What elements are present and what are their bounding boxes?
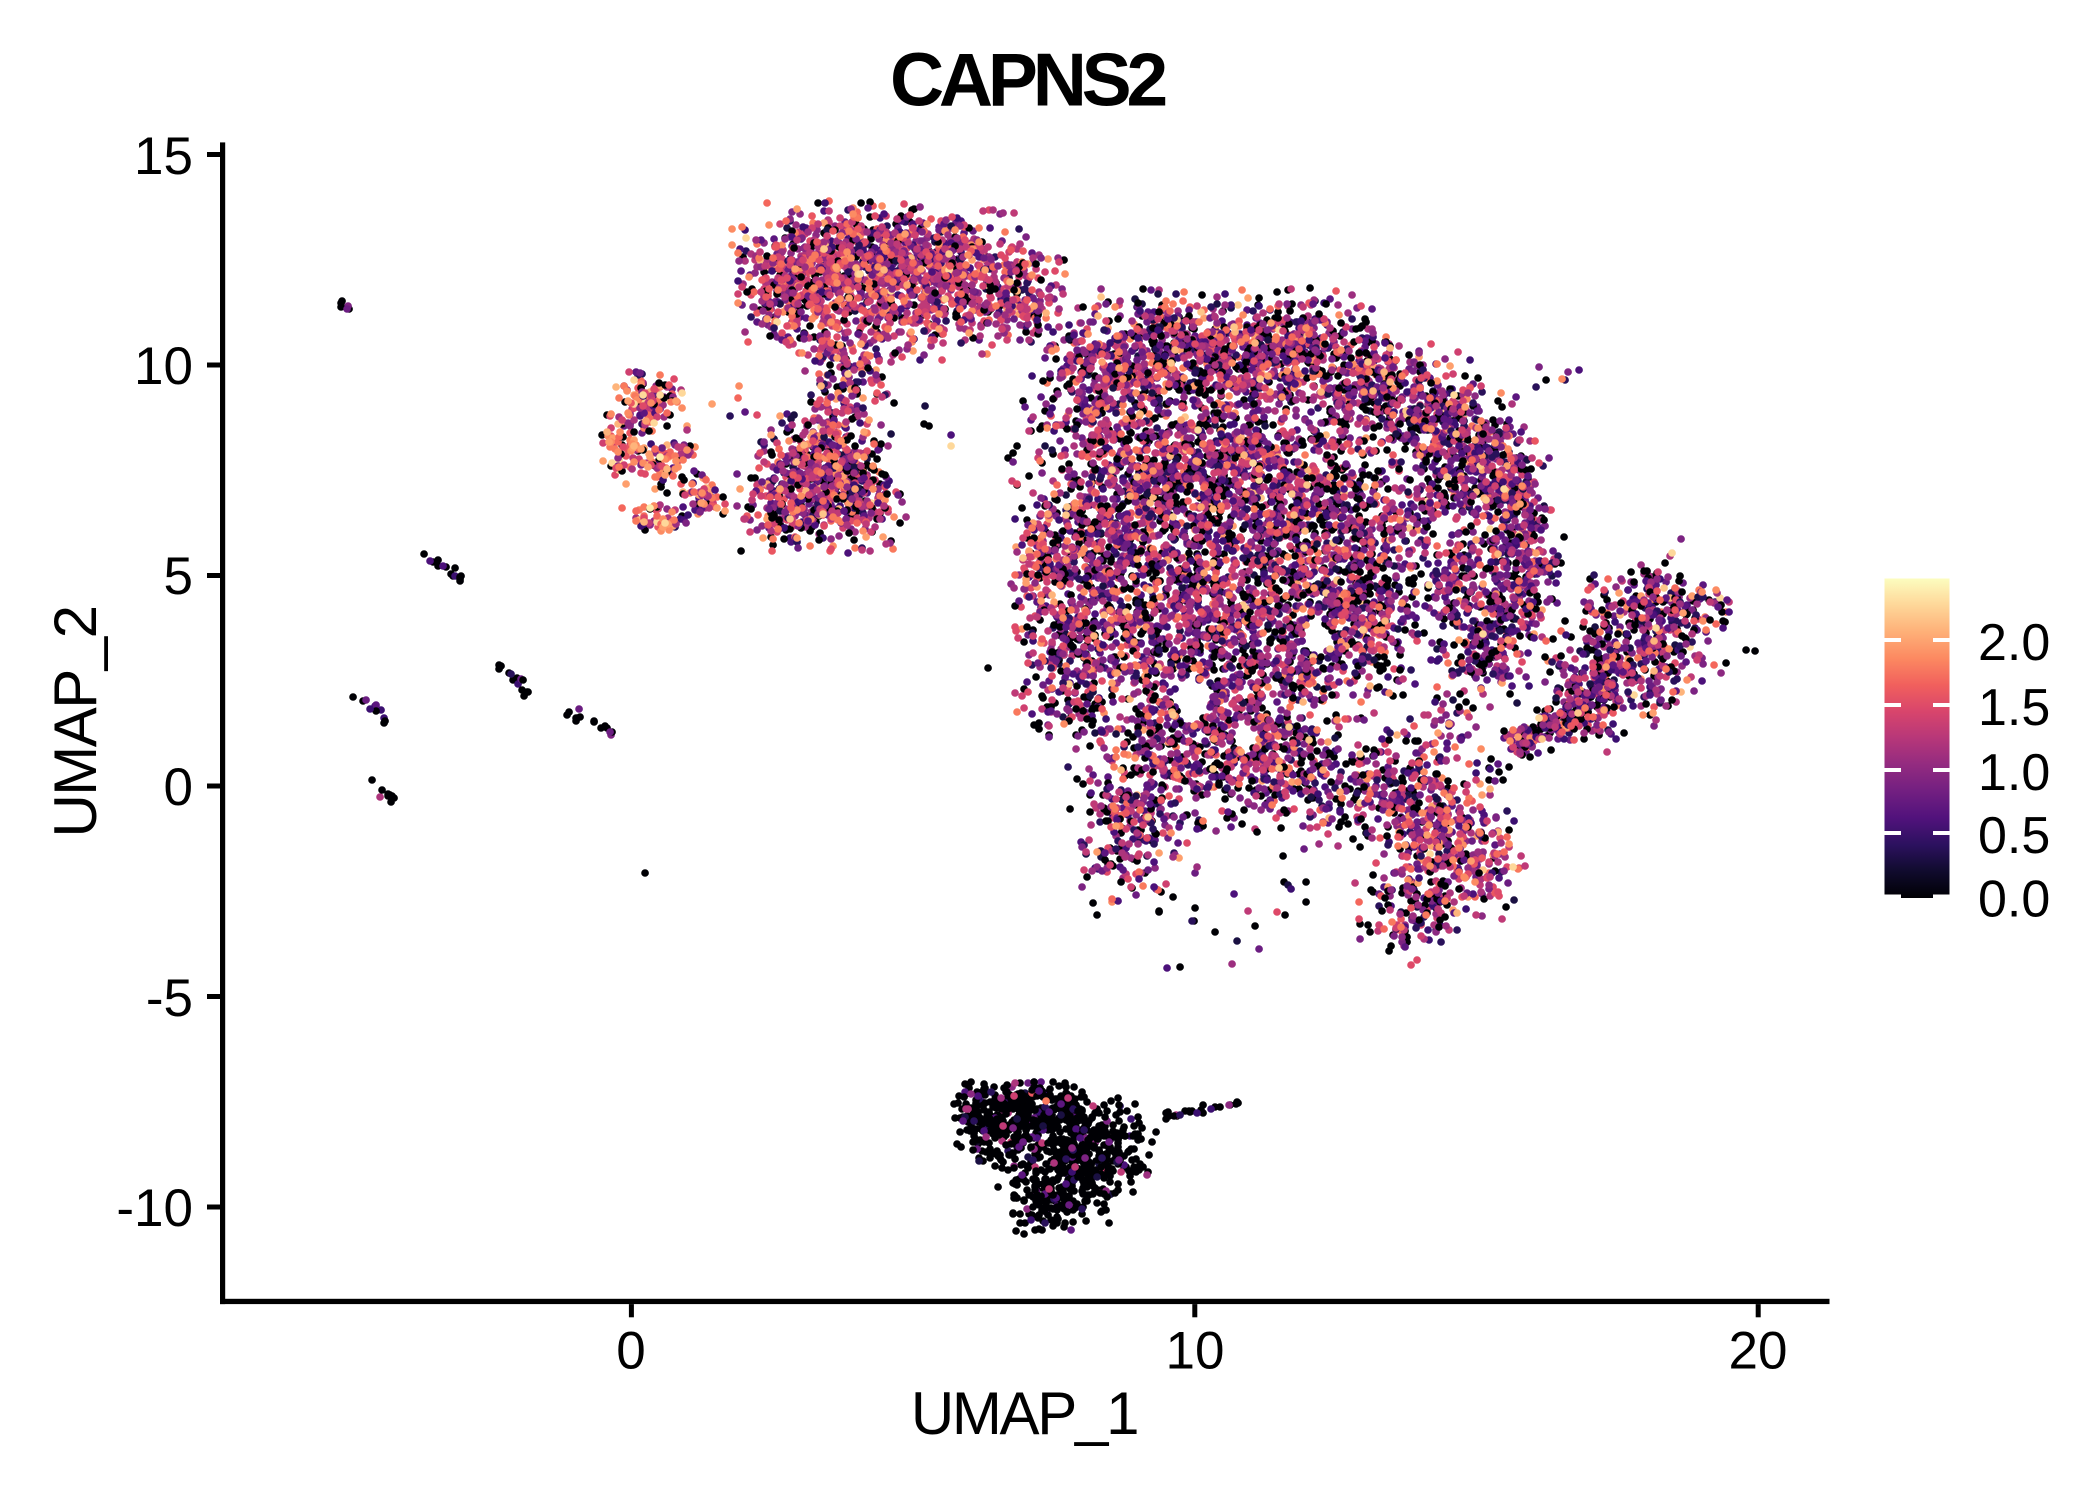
svg-text:1.0: 1.0 [1978,744,2050,802]
svg-text:CAPNS2: CAPNS2 [890,38,1166,122]
svg-text:-5: -5 [146,969,193,1028]
svg-text:15: 15 [134,127,193,186]
svg-text:10: 10 [134,337,193,396]
svg-text:0.5: 0.5 [1978,807,2050,865]
svg-text:0: 0 [164,758,193,817]
svg-text:1.5: 1.5 [1978,679,2050,737]
svg-text:0.0: 0.0 [1978,871,2050,929]
svg-text:2.0: 2.0 [1978,614,2050,672]
svg-text:UMAP_1: UMAP_1 [911,1380,1137,1447]
svg-text:5: 5 [164,547,193,606]
svg-text:UMAP_2: UMAP_2 [42,606,109,837]
svg-text:10: 10 [1166,1322,1225,1381]
svg-text:-10: -10 [116,1179,193,1238]
svg-text:0: 0 [616,1322,645,1381]
svg-text:20: 20 [1729,1322,1788,1381]
